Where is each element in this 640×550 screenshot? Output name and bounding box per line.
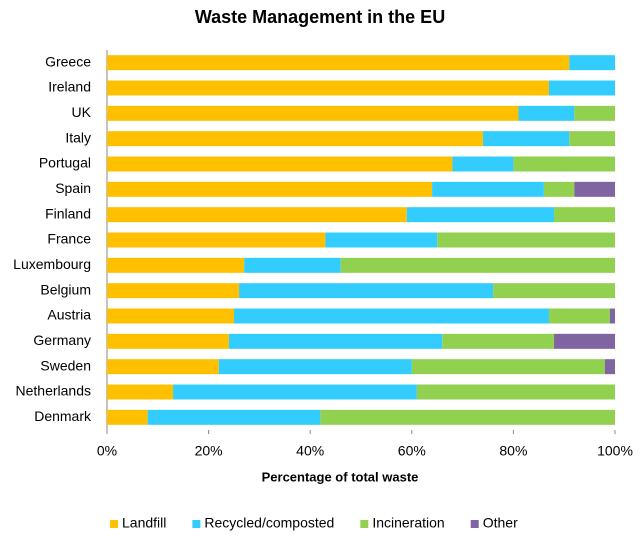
y-tick-label: Portugal — [39, 155, 91, 171]
bar-segment — [452, 156, 514, 172]
bar-segment — [482, 131, 570, 147]
bar-segment — [107, 105, 519, 121]
x-tick-label: 20% — [195, 443, 223, 459]
bar-segment — [513, 156, 615, 172]
bar-segment — [107, 409, 148, 425]
x-tick-label: 100% — [597, 443, 633, 459]
bar-segment — [518, 105, 575, 121]
bar-segment — [107, 308, 234, 324]
legend-label: Landfill — [122, 515, 166, 531]
y-tick-label: France — [47, 231, 91, 247]
bar-segment — [406, 207, 555, 223]
y-tick-label: Ireland — [48, 79, 91, 95]
bar-segment — [493, 283, 615, 299]
legend-label: Other — [483, 515, 518, 531]
bar-segment — [107, 207, 407, 223]
y-tick-label: Denmark — [34, 408, 92, 424]
y-tick-label: Greece — [45, 53, 91, 69]
bar-segment — [107, 257, 245, 273]
x-tick-label: 40% — [296, 443, 324, 459]
bar-segment — [569, 55, 615, 71]
bar-segment — [218, 359, 412, 375]
bar-segment — [574, 105, 615, 121]
legend-swatch — [470, 520, 479, 528]
y-tick-label: Spain — [55, 180, 91, 196]
bar-segment — [107, 55, 570, 71]
legend-swatch — [192, 520, 201, 528]
y-tick-label: Germany — [33, 332, 91, 348]
bar-segment — [239, 283, 494, 299]
bar-segment — [107, 359, 219, 375]
bar-segment — [244, 257, 341, 273]
bar-segment — [107, 384, 174, 400]
legend-label: Recycled/composted — [204, 515, 334, 531]
legend-swatch — [360, 520, 369, 528]
x-tick-label: 60% — [398, 443, 426, 459]
bar-segment — [107, 156, 453, 172]
y-tick-label: Austria — [47, 307, 91, 323]
bar-segment — [107, 181, 433, 197]
bar-segment — [543, 181, 575, 197]
bar-segment — [228, 333, 443, 349]
legend-swatch — [110, 520, 118, 528]
y-tick-label: Belgium — [40, 281, 91, 297]
bar-segment — [320, 409, 615, 425]
y-tick-label: UK — [72, 104, 92, 120]
y-tick-label: Sweden — [40, 357, 91, 373]
bar-segment — [234, 308, 549, 324]
bar-segment — [442, 333, 555, 349]
y-tick-label: Netherlands — [16, 383, 92, 399]
x-tick-label: 80% — [499, 443, 527, 459]
bar-segment — [107, 131, 483, 147]
bar-segment — [147, 409, 321, 425]
bar-segment — [107, 333, 229, 349]
y-tick-label: Finland — [45, 205, 91, 221]
bar-segment — [437, 232, 615, 248]
bar-segment — [548, 80, 615, 96]
x-tick-label: 0% — [97, 443, 117, 459]
y-tick-label: Italy — [65, 129, 91, 145]
bar-segment — [340, 257, 615, 273]
bar-segment — [416, 384, 615, 400]
x-axis-title: Percentage of total waste — [262, 469, 419, 484]
y-tick-label: Luxembourg — [13, 256, 91, 272]
bar-segment — [548, 308, 610, 324]
bar-segment — [432, 181, 544, 197]
bar-segment — [569, 131, 615, 147]
bar-segment — [173, 384, 417, 400]
bar-segment — [411, 359, 605, 375]
bar-segment — [574, 181, 615, 197]
chart-title: Waste Management in the EU — [195, 7, 445, 27]
bar-segment — [554, 207, 615, 223]
bar-segment — [609, 308, 615, 324]
legend-label: Incineration — [372, 515, 444, 531]
bar-segment — [325, 232, 438, 248]
bar-segment — [604, 359, 615, 375]
bar-segment — [554, 333, 615, 349]
bar-segment — [107, 232, 326, 248]
bar-segment — [107, 80, 549, 96]
bar-segment — [107, 283, 240, 299]
